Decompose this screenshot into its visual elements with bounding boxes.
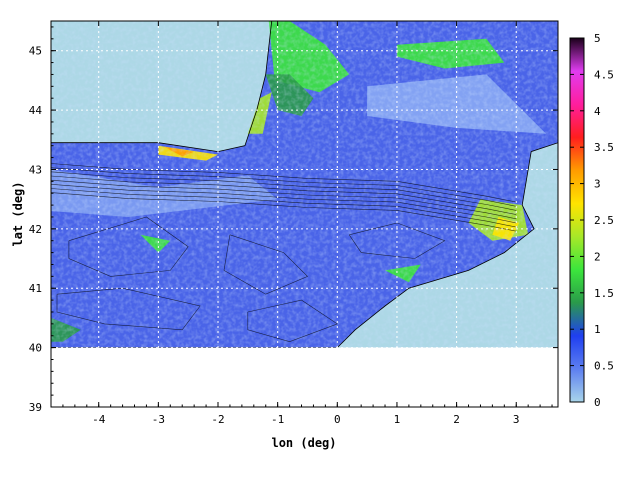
- colorbar-ticks: 0 0.5 1 1.5 2 2.5 3 3.5 4 4.5 5: [570, 32, 614, 409]
- colorbar-tick-label: 2.5: [594, 214, 614, 227]
- contour-ring-3: [348, 222, 446, 259]
- contour-line-0: [51, 163, 517, 203]
- contour-line-7: [51, 192, 517, 232]
- y-tick-label: 41: [29, 282, 42, 295]
- colorbar-tick-label: 4: [594, 105, 601, 118]
- x-tick-label: 3: [513, 413, 520, 426]
- x-ticks: -4 -3 -2 -1 0 1 2 3: [50, 21, 553, 426]
- plot-area: -4 -3 -2 -1 0 1 2 3 39 40 41 42 43 44 45: [29, 20, 559, 426]
- colorbar-tick-label: 0.5: [594, 360, 614, 373]
- y-tick-label: 43: [29, 163, 42, 176]
- y-axis-title: lat (deg): [11, 181, 25, 246]
- contour-ring-2: [223, 234, 309, 295]
- heatmap-field: [51, 21, 558, 348]
- x-axis-title: lon (deg): [271, 436, 336, 450]
- y-tick-label: 40: [29, 342, 42, 355]
- colorbar-tick-label: 5: [594, 32, 601, 45]
- contour-line-1: [51, 167, 517, 207]
- coastline-north: [51, 21, 273, 153]
- x-tick-label: 1: [394, 413, 401, 426]
- plot-frame: [50, 20, 559, 408]
- contour-line-6: [51, 188, 517, 228]
- contour-ring-4: [247, 299, 338, 343]
- contour-line-3: [51, 175, 517, 215]
- y-tick-label: 45: [29, 45, 42, 58]
- colorbar-tick-label: 1.5: [594, 287, 614, 300]
- contour-line-4: [51, 179, 517, 220]
- y-tick-label: 42: [29, 223, 42, 236]
- contour-line-2: [51, 171, 517, 211]
- x-tick-label: -1: [271, 413, 284, 426]
- grid-lines: [51, 21, 558, 408]
- x-tick-label: 0: [334, 413, 341, 426]
- colorbar-tick-label: 3.5: [594, 141, 614, 154]
- y-tick-label: 44: [29, 104, 43, 117]
- y-tick-label: 39: [29, 401, 42, 414]
- colorbar-tick-label: 2: [594, 250, 601, 263]
- contour-line-5: [51, 184, 517, 224]
- x-tick-label: -3: [152, 413, 165, 426]
- colorbar-tick-label: 3: [594, 178, 601, 191]
- coastline-east: [51, 142, 558, 348]
- x-tick-label: -4: [92, 413, 106, 426]
- contour-ring-0: [68, 216, 189, 277]
- colorbar: 0 0.5 1 1.5 2 2.5 3 3.5 4 4.5 5: [569, 32, 614, 409]
- x-tick-label: -2: [211, 413, 224, 426]
- colorbar-tick-label: 0: [594, 396, 601, 409]
- y-ticks: 39 40 41 42 43 44 45: [29, 26, 558, 414]
- colorbar-tick-label: 4.5: [594, 68, 614, 81]
- land-texture: [51, 21, 558, 348]
- x-tick-label: 2: [453, 413, 460, 426]
- colorbar-tick-label: 1: [594, 323, 601, 336]
